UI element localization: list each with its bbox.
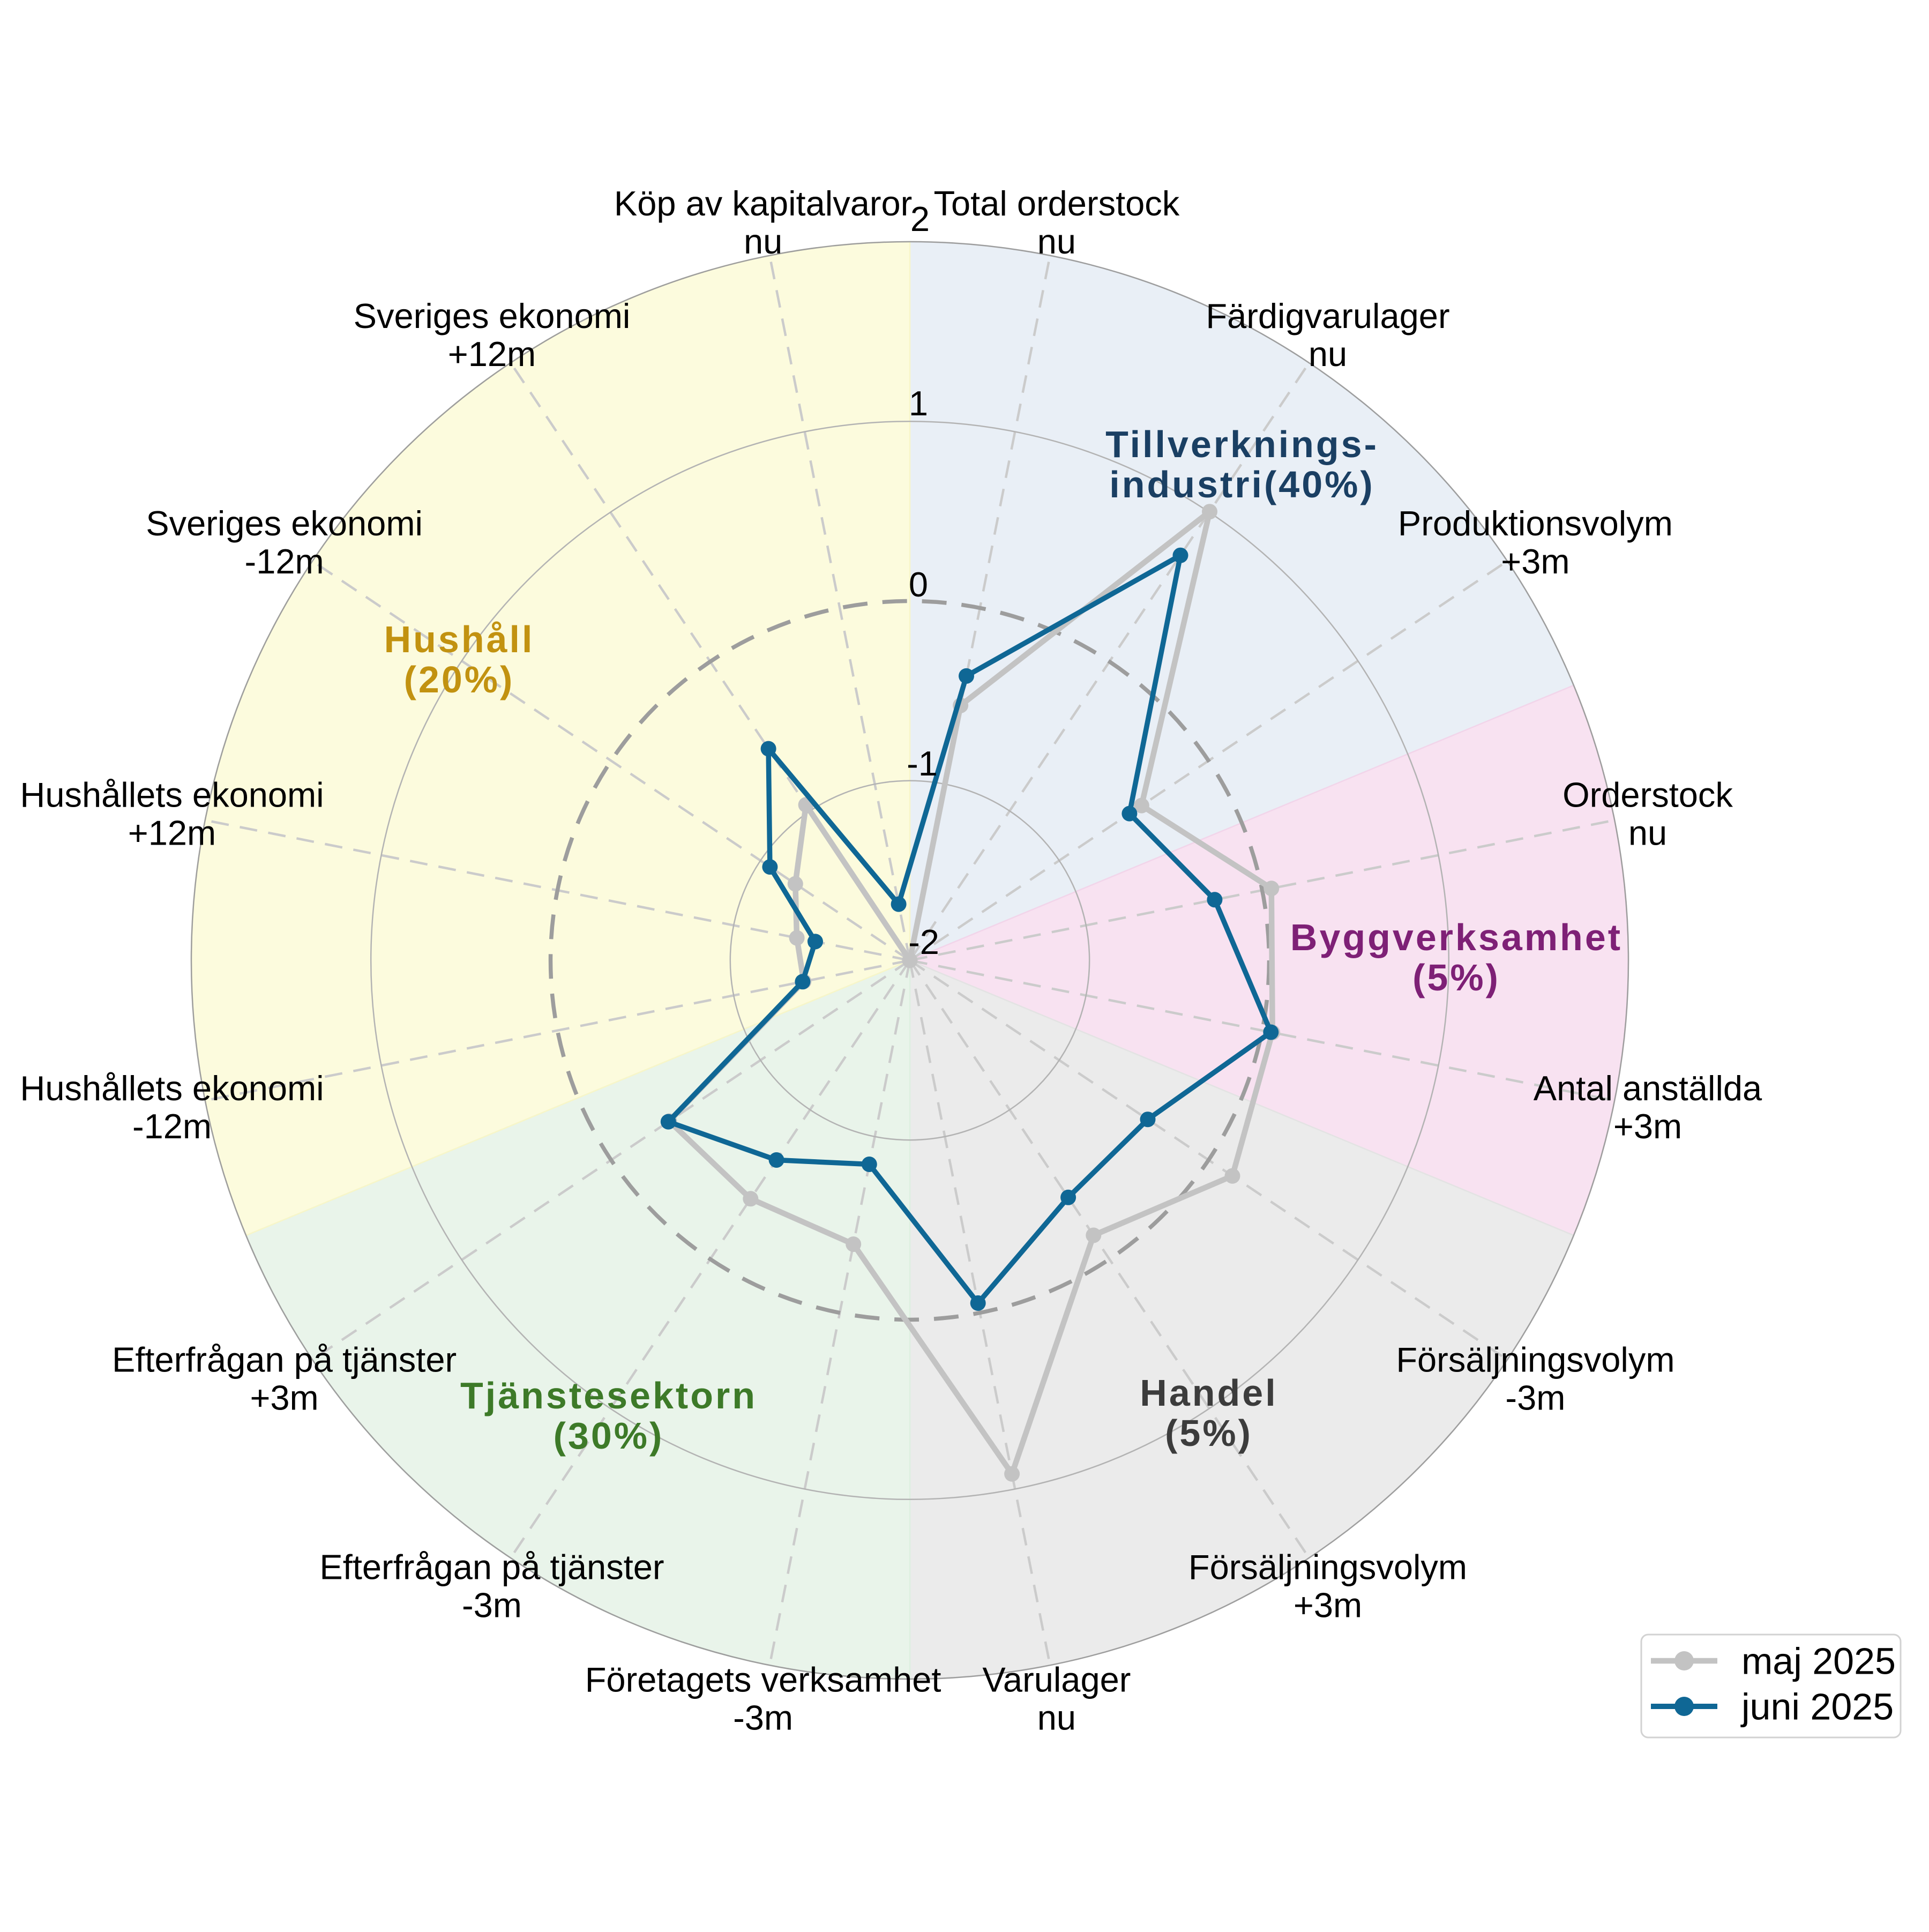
svg-text:1: 1 bbox=[909, 384, 928, 423]
svg-text:maj 2025: maj 2025 bbox=[1741, 1640, 1896, 1682]
svg-text:+3m: +3m bbox=[1294, 1586, 1362, 1625]
svg-text:Tjänstesektorn: Tjänstesektorn bbox=[460, 1375, 757, 1416]
svg-text:2: 2 bbox=[910, 199, 930, 238]
svg-text:Färdigvarulager: Färdigvarulager bbox=[1206, 296, 1449, 335]
svg-text:Hushåll: Hushåll bbox=[384, 618, 535, 660]
svg-text:+3m: +3m bbox=[250, 1378, 318, 1417]
svg-text:+3m: +3m bbox=[1501, 542, 1569, 581]
svg-text:Produktionsvolym: Produktionsvolym bbox=[1398, 504, 1673, 543]
svg-text:nu: nu bbox=[1037, 222, 1076, 261]
svg-text:nu: nu bbox=[744, 222, 782, 261]
svg-text:nu: nu bbox=[1309, 334, 1347, 374]
svg-text:Försäljningsvolym: Försäljningsvolym bbox=[1396, 1340, 1674, 1379]
svg-text:Företagets verksamhet: Företagets verksamhet bbox=[585, 1660, 941, 1699]
svg-text:Hushållets ekonomi: Hushållets ekonomi bbox=[20, 775, 324, 814]
svg-text:industri(40%): industri(40%) bbox=[1109, 464, 1374, 505]
svg-text:Tillverknings-: Tillverknings- bbox=[1105, 423, 1379, 465]
svg-text:(30%): (30%) bbox=[554, 1415, 664, 1457]
svg-text:+12m: +12m bbox=[128, 813, 216, 852]
svg-text:0: 0 bbox=[909, 565, 928, 604]
svg-text:-1: -1 bbox=[907, 744, 938, 783]
svg-text:Efterfrågan på tjänster: Efterfrågan på tjänster bbox=[112, 1340, 457, 1379]
svg-text:nu: nu bbox=[1628, 813, 1667, 852]
svg-text:Orderstock: Orderstock bbox=[1562, 775, 1733, 814]
svg-text:-3m: -3m bbox=[1505, 1378, 1565, 1417]
svg-text:nu: nu bbox=[1037, 1698, 1076, 1737]
svg-text:+12m: +12m bbox=[448, 334, 536, 374]
svg-text:-3m: -3m bbox=[462, 1586, 522, 1625]
svg-text:Försäljningsvolym: Försäljningsvolym bbox=[1188, 1548, 1467, 1587]
svg-text:Hushållets ekonomi: Hushållets ekonomi bbox=[20, 1069, 324, 1108]
svg-text:(5%): (5%) bbox=[1412, 957, 1500, 998]
svg-text:juni 2025: juni 2025 bbox=[1740, 1686, 1894, 1728]
svg-text:(20%): (20%) bbox=[404, 659, 515, 700]
svg-text:-2: -2 bbox=[908, 922, 939, 961]
svg-text:Total orderstock: Total orderstock bbox=[933, 184, 1179, 223]
svg-text:-3m: -3m bbox=[733, 1698, 793, 1737]
svg-text:Handel: Handel bbox=[1140, 1372, 1277, 1414]
svg-text:Byggverksamhet: Byggverksamhet bbox=[1290, 916, 1623, 958]
svg-text:Efterfrågan på tjänster: Efterfrågan på tjänster bbox=[319, 1548, 664, 1587]
svg-text:+3m: +3m bbox=[1613, 1107, 1682, 1146]
svg-text:Sveriges ekonomi: Sveriges ekonomi bbox=[354, 296, 631, 335]
svg-text:Antal anställda: Antal anställda bbox=[1534, 1069, 1762, 1108]
svg-text:-12m: -12m bbox=[132, 1107, 212, 1146]
svg-text:(5%): (5%) bbox=[1165, 1412, 1253, 1454]
svg-text:Köp av kapitalvaror: Köp av kapitalvaror bbox=[614, 184, 912, 223]
svg-text:Sveriges ekonomi: Sveriges ekonomi bbox=[146, 504, 423, 543]
svg-text:Varulager: Varulager bbox=[982, 1660, 1131, 1699]
svg-text:-12m: -12m bbox=[245, 542, 324, 581]
